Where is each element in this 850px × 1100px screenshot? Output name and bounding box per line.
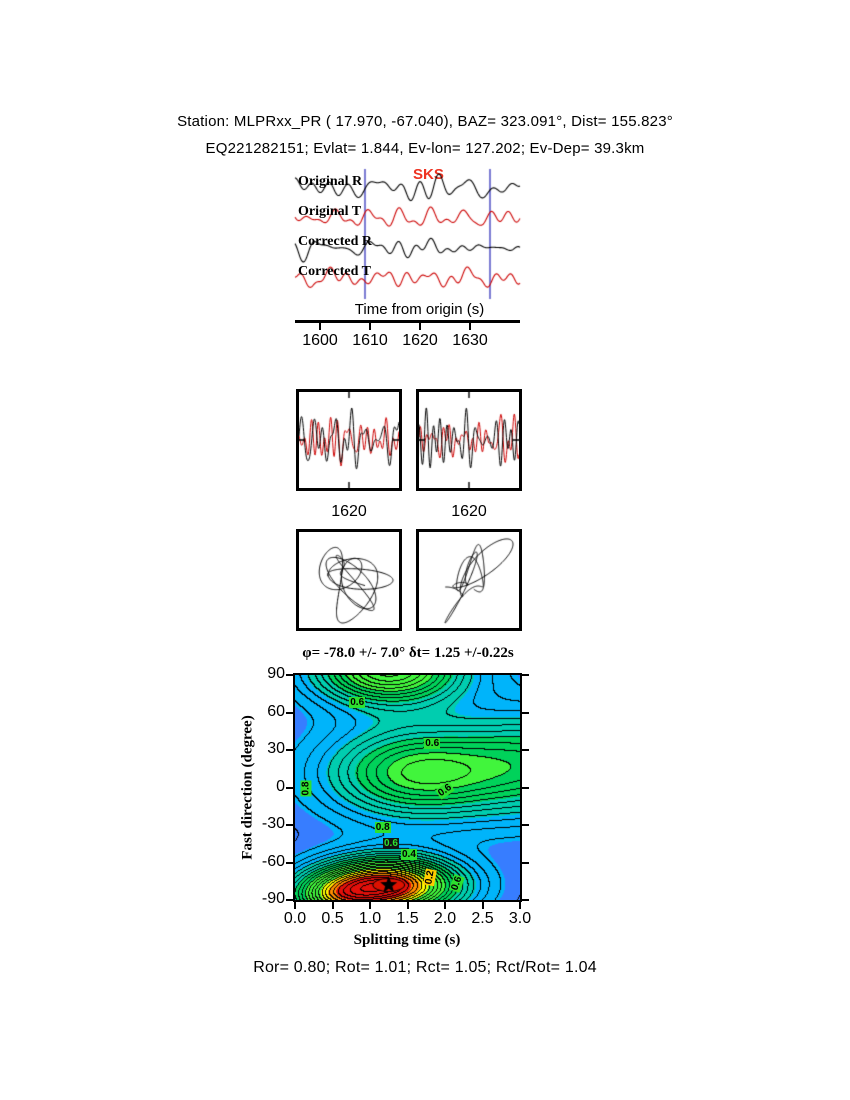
time-axis-tick: [369, 323, 371, 330]
contour-xlabel: Splitting time (s): [353, 932, 461, 948]
zoom-right-time-label: 1620: [451, 503, 487, 520]
contour-level-label: 0.6: [424, 737, 441, 749]
particle-motion-left-box: [296, 529, 402, 631]
trace-label: Original T: [298, 204, 362, 219]
time-axis-tick: [469, 323, 471, 330]
particle-motion-right-canvas: [419, 532, 519, 628]
trace-label: Original R: [298, 174, 363, 189]
contour-ytick-left: [286, 861, 293, 864]
contour-xtick-label: 0.0: [283, 910, 307, 927]
time-axis-tick: [419, 323, 421, 330]
contour-frame: [293, 673, 522, 902]
contour-ytick-right: [522, 711, 529, 714]
contour-ytick-right: [522, 674, 529, 676]
contour-level-label: 0.6: [383, 837, 399, 849]
contour-xtick-label: 0.5: [321, 910, 344, 927]
contour-ytick-left: [286, 711, 293, 714]
windowed-pair-right-canvas: [419, 392, 519, 488]
windowed-pair-left-box: [296, 389, 402, 491]
zoom-left-time-label: 1620: [331, 503, 367, 520]
contour-ytick-right: [522, 749, 529, 751]
particle-motion-left-canvas: [299, 532, 399, 628]
contour-ytick-left: [286, 749, 293, 751]
contour-ytick-left: [286, 786, 293, 789]
contour-level-label: 0.8: [374, 821, 391, 833]
contour-ytick-right: [522, 861, 529, 864]
trace-label: Corrected T: [298, 264, 371, 279]
contour-xtick-label: 1.0: [358, 910, 382, 927]
windowed-pair-right-box: [416, 389, 522, 491]
contour-title: φ= -78.0 +/- 7.0° δt= 1.25 +/-0.22s: [302, 645, 514, 661]
station-header: Station: MLPRxx_PR ( 17.970, -67.040), B…: [177, 113, 673, 130]
contour-level-label: 0.4: [401, 849, 417, 860]
contour-ytick-left: [286, 899, 293, 901]
contour-ytick-left: [286, 674, 293, 676]
waveform-traces-canvas: [293, 166, 525, 304]
contour-xtick: [444, 902, 446, 909]
contour-xtick-label: 1.5: [396, 910, 419, 927]
contour-xtick: [481, 902, 484, 909]
contour-ytick-right: [522, 824, 529, 826]
time-axis-tick: [319, 323, 321, 330]
time-axis-tick-label: 1600: [302, 332, 338, 349]
contour-xtick: [294, 902, 296, 909]
contour-level-label: 0.8: [300, 780, 312, 797]
contour-ytick-label: 60: [267, 702, 285, 720]
time-axis-tick-label: 1620: [402, 332, 438, 349]
contour-xtick-label: 2.0: [433, 910, 457, 927]
contour-ytick-right: [522, 899, 529, 901]
contour-xtick: [519, 902, 521, 909]
windowed-pair-left-canvas: [299, 392, 399, 488]
contour-xtick: [406, 902, 409, 909]
footer-stats: Ror= 0.80; Rot= 1.01; Rct= 1.05; Rct/Rot…: [253, 959, 597, 976]
contour-ytick-label: 90: [267, 665, 285, 682]
event-header: EQ221282151; Evlat= 1.844, Ev-lon= 127.2…: [205, 140, 645, 157]
contour-ytick-label: 30: [267, 740, 285, 757]
trace-label: Corrected R: [298, 234, 372, 249]
contour-ytick-right: [522, 786, 529, 789]
contour-ytick-label: -90: [261, 890, 285, 907]
contour-ytick-label: -60: [261, 852, 285, 870]
contour-xtick-label: 2.5: [471, 910, 494, 927]
time-axis-tick-label: 1630: [452, 332, 488, 349]
time-axis-line: [295, 320, 520, 323]
contour-level-label: 0.6: [349, 696, 366, 708]
particle-motion-right-box: [416, 529, 522, 631]
contour-ytick-label: -30: [261, 815, 285, 832]
contour-xtick-label: 3.0: [508, 910, 532, 927]
contour-ytick-label: 0: [276, 777, 285, 795]
contour-xtick: [369, 902, 371, 909]
contour-ytick-left: [286, 824, 293, 826]
time-axis-tick-label: 1610: [352, 332, 388, 349]
contour-xtick: [331, 902, 334, 909]
time-axis-label: Time from origin (s): [354, 301, 485, 318]
contour-heatmap-canvas: [295, 675, 520, 900]
